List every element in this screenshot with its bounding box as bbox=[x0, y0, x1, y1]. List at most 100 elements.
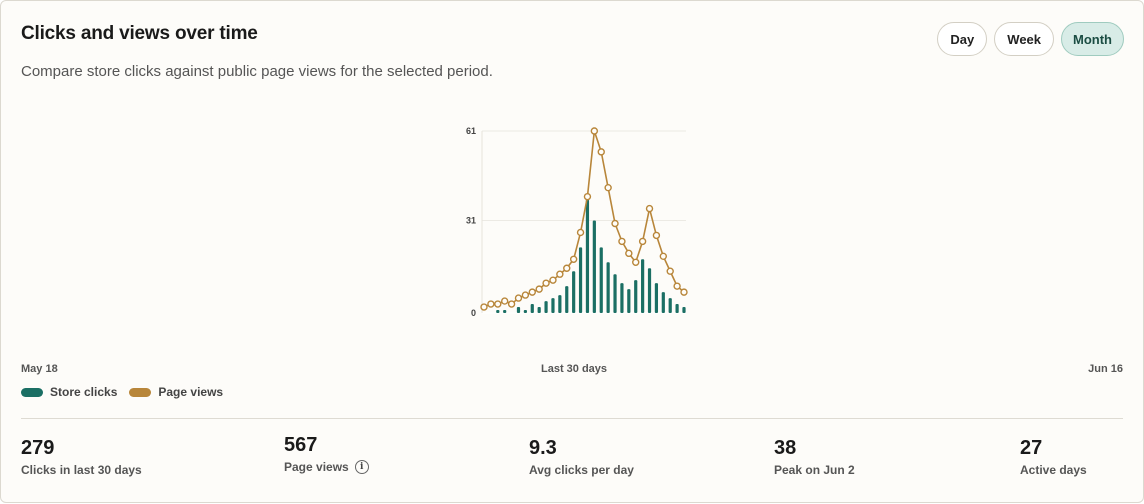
store-clicks-bar bbox=[585, 199, 590, 313]
stat-avg-clicks: 9.3 Avg clicks per day bbox=[529, 437, 634, 477]
page-views-point bbox=[528, 288, 536, 296]
page-views-line bbox=[483, 130, 685, 308]
page-views-point bbox=[625, 249, 633, 258]
stat-label-text: Active days bbox=[1020, 463, 1087, 477]
divider bbox=[21, 418, 1123, 419]
y-tick-label: 61 bbox=[466, 126, 476, 136]
stat-label-text: Page views bbox=[284, 460, 349, 474]
legend-store-clicks[interactable]: Store clicks bbox=[21, 385, 117, 399]
stat-total-clicks: 279 Clicks in last 30 days bbox=[21, 437, 142, 477]
stat-value: 9.3 bbox=[529, 437, 557, 459]
legend-swatch-store-clicks bbox=[21, 387, 43, 397]
info-icon[interactable]: i bbox=[354, 460, 369, 474]
page-views-point bbox=[680, 288, 688, 296]
store-clicks-bar bbox=[682, 307, 686, 313]
store-clicks-bar bbox=[627, 289, 631, 313]
page-views-point bbox=[569, 255, 578, 263]
page-views-point bbox=[590, 127, 599, 135]
stat-label-text: Peak on Jun 2 bbox=[774, 463, 855, 477]
period-month-button[interactable]: Month bbox=[1061, 22, 1124, 56]
stat-peak: 38 Peak on Jun 2 bbox=[774, 437, 855, 477]
stat-value: 38 bbox=[774, 437, 797, 459]
page-views-point bbox=[659, 252, 668, 261]
store-clicks-bar bbox=[544, 301, 548, 313]
page-views-point bbox=[514, 294, 523, 302]
store-clicks-bar bbox=[558, 295, 562, 313]
page-views-point bbox=[673, 282, 681, 290]
page-views-point bbox=[500, 297, 509, 305]
page-views-point bbox=[549, 276, 557, 284]
stat-value: 279 bbox=[21, 437, 55, 459]
page-views-point bbox=[507, 300, 516, 308]
store-clicks-bar bbox=[620, 283, 624, 313]
page-views-point bbox=[597, 148, 605, 156]
x-axis-end-label: Jun 16 bbox=[1088, 363, 1123, 375]
stat-label-text: Avg clicks per day bbox=[529, 463, 634, 477]
store-clicks-bar bbox=[496, 310, 500, 313]
page-views-point bbox=[487, 300, 495, 308]
page-views-point bbox=[556, 270, 564, 278]
store-clicks-bar bbox=[661, 292, 665, 313]
store-clicks-bar bbox=[503, 310, 507, 313]
store-clicks-bar bbox=[551, 298, 555, 313]
period-toggle: Day Week Month bbox=[937, 22, 1124, 56]
page-views-point bbox=[638, 237, 647, 246]
store-clicks-bar bbox=[654, 283, 659, 313]
stat-page-views: 567 Page views i bbox=[284, 434, 369, 474]
store-clicks-bar bbox=[634, 280, 638, 313]
store-clicks-bar bbox=[668, 298, 672, 313]
chart-legend: Store clicks Page views bbox=[21, 385, 223, 399]
store-clicks-bar bbox=[606, 262, 610, 313]
page-views-point bbox=[576, 228, 585, 237]
store-clicks-bar bbox=[516, 307, 521, 313]
chart-title: Clicks and views over time bbox=[21, 23, 258, 44]
legend-page-views[interactable]: Page views bbox=[129, 385, 223, 399]
stat-value: 567 bbox=[284, 434, 318, 456]
y-tick-label: 0 bbox=[471, 308, 476, 318]
store-clicks-bar bbox=[523, 310, 527, 313]
page-views-point bbox=[666, 267, 674, 275]
page-views-point bbox=[604, 183, 612, 192]
page-views-point bbox=[563, 264, 571, 272]
store-clicks-bar bbox=[572, 271, 576, 313]
legend-label: Page views bbox=[158, 385, 224, 399]
stat-label: Clicks in last 30 days bbox=[21, 463, 142, 477]
store-clicks-bar bbox=[647, 268, 652, 313]
store-clicks-bar bbox=[613, 274, 617, 313]
page-views-point bbox=[645, 204, 654, 213]
store-clicks-bar bbox=[675, 304, 679, 313]
page-views-point bbox=[535, 285, 543, 293]
period-week-button[interactable]: Week bbox=[994, 22, 1055, 56]
page-views-point bbox=[652, 231, 661, 240]
store-clicks-bar bbox=[592, 220, 596, 313]
page-views-point bbox=[521, 291, 530, 299]
stat-label: Peak on Jun 2 bbox=[774, 463, 855, 477]
store-clicks-bar bbox=[537, 307, 541, 313]
page-views-point bbox=[618, 237, 626, 246]
stat-label: Page views i bbox=[284, 460, 369, 474]
stat-value: 27 bbox=[1020, 437, 1043, 459]
period-day-button[interactable]: Day bbox=[937, 22, 988, 56]
y-tick-label: 31 bbox=[466, 216, 476, 226]
x-axis-start-label: May 18 bbox=[21, 363, 58, 375]
store-clicks-bar bbox=[599, 247, 603, 313]
store-clicks-bar bbox=[530, 304, 534, 313]
page-views-point bbox=[494, 300, 502, 308]
stat-label-text: Clicks in last 30 days bbox=[21, 463, 142, 477]
stat-label: Active days bbox=[1020, 463, 1087, 477]
store-clicks-bar bbox=[578, 247, 583, 313]
page-views-point bbox=[542, 279, 550, 287]
page-views-point bbox=[611, 219, 619, 228]
store-clicks-bar bbox=[641, 259, 645, 313]
x-axis-period-label: Last 30 days bbox=[541, 363, 608, 375]
chart-subtitle: Compare store clicks against public page… bbox=[21, 63, 493, 80]
legend-label: Store clicks bbox=[50, 385, 118, 399]
store-clicks-bar bbox=[565, 286, 569, 313]
page-views-point bbox=[480, 303, 488, 311]
page-views-point bbox=[632, 258, 640, 266]
page-views-point bbox=[583, 192, 592, 201]
stat-label: Avg clicks per day bbox=[529, 463, 634, 477]
stat-active-days: 27 Active days bbox=[1020, 437, 1087, 477]
